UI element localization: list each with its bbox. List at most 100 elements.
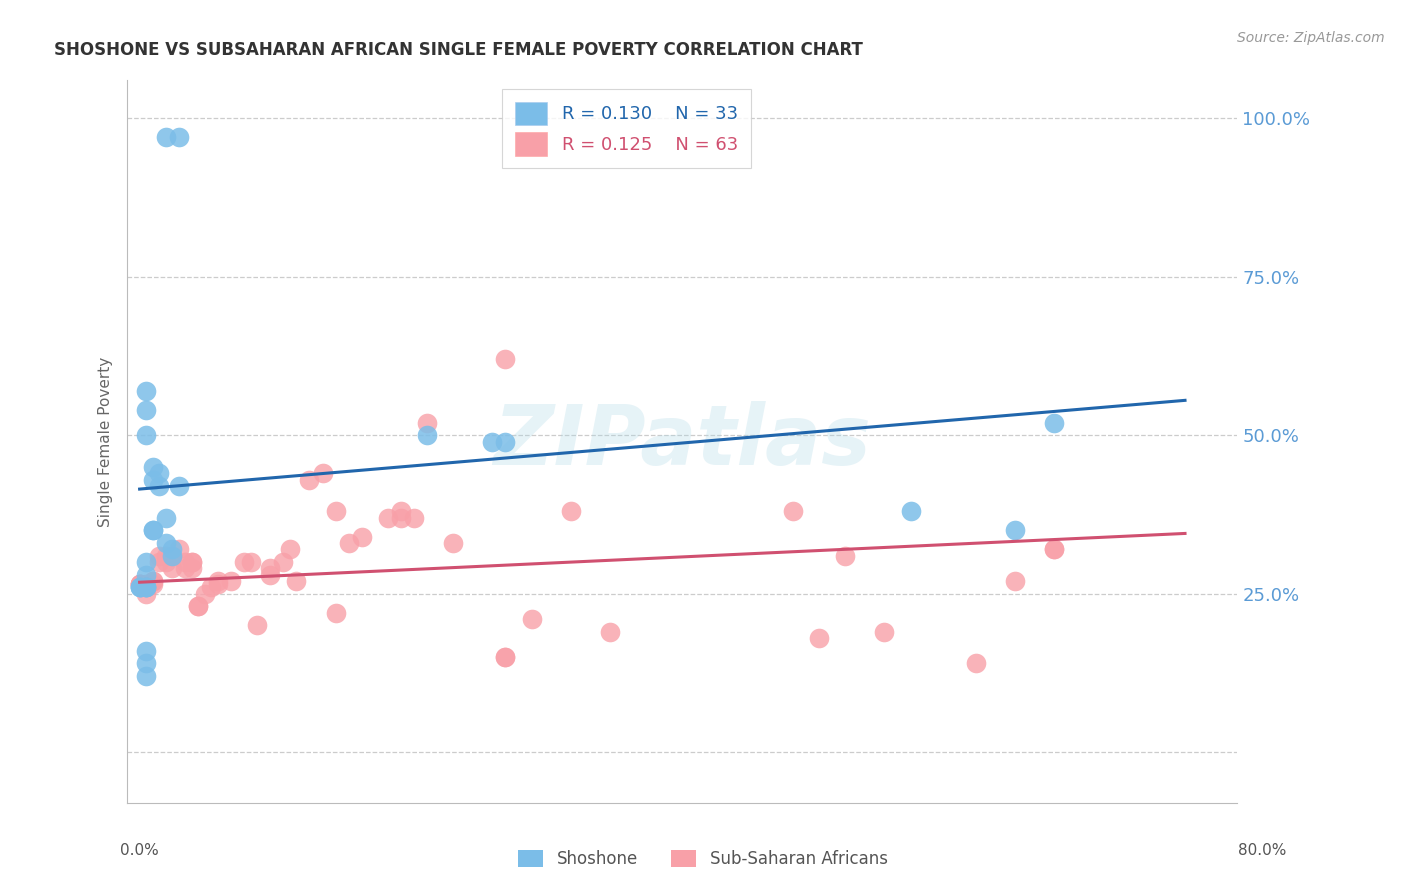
Point	[900, 504, 922, 518]
Point	[142, 523, 165, 537]
Point	[167, 479, 190, 493]
Point	[135, 555, 157, 569]
Point	[325, 504, 347, 518]
Point	[325, 606, 347, 620]
Point	[278, 542, 301, 557]
Point	[782, 504, 804, 518]
Point	[135, 567, 157, 582]
Point	[174, 555, 197, 569]
Point	[873, 624, 896, 639]
Point	[135, 643, 157, 657]
Point	[233, 555, 256, 569]
Point	[311, 467, 333, 481]
Point	[128, 577, 150, 591]
Point	[128, 580, 150, 594]
Point	[162, 561, 184, 575]
Text: ZIPatlas: ZIPatlas	[494, 401, 870, 482]
Point	[142, 523, 165, 537]
Point	[162, 549, 184, 563]
Point	[135, 580, 157, 594]
Point	[135, 428, 157, 442]
Text: 80.0%: 80.0%	[1239, 843, 1286, 858]
Point	[481, 434, 503, 449]
Point	[187, 599, 209, 614]
Point	[135, 657, 157, 671]
Point	[495, 434, 517, 449]
Point	[285, 574, 308, 588]
Point	[259, 567, 281, 582]
Point	[155, 510, 177, 524]
Point	[142, 574, 165, 588]
Point	[135, 580, 157, 594]
Point	[207, 577, 229, 591]
Point	[239, 555, 262, 569]
Point	[416, 416, 439, 430]
Legend: Shoshone, Sub-Saharan Africans: Shoshone, Sub-Saharan Africans	[512, 843, 894, 875]
Point	[337, 536, 360, 550]
Point	[162, 549, 184, 563]
Point	[219, 574, 242, 588]
Point	[128, 580, 150, 594]
Point	[298, 473, 321, 487]
Point	[377, 510, 399, 524]
Point	[1043, 542, 1066, 557]
Point	[167, 542, 190, 557]
Point	[135, 587, 157, 601]
Point	[259, 561, 281, 575]
Point	[155, 536, 177, 550]
Point	[135, 580, 157, 594]
Text: SHOSHONE VS SUBSAHARAN AFRICAN SINGLE FEMALE POVERTY CORRELATION CHART: SHOSHONE VS SUBSAHARAN AFRICAN SINGLE FE…	[55, 41, 863, 59]
Point	[142, 577, 165, 591]
Point	[599, 624, 621, 639]
Point	[1043, 416, 1066, 430]
Point	[246, 618, 269, 632]
Point	[350, 530, 373, 544]
Point	[200, 580, 222, 594]
Text: Source: ZipAtlas.com: Source: ZipAtlas.com	[1237, 31, 1385, 45]
Point	[148, 549, 170, 563]
Point	[135, 580, 157, 594]
Point	[194, 587, 217, 601]
Point	[495, 650, 517, 665]
Point	[834, 549, 856, 563]
Point	[495, 352, 517, 367]
Point	[560, 504, 582, 518]
Point	[155, 130, 177, 145]
Text: 0.0%: 0.0%	[120, 843, 159, 858]
Point	[142, 574, 165, 588]
Point	[135, 402, 157, 417]
Point	[135, 384, 157, 398]
Point	[808, 631, 831, 645]
Point	[520, 612, 543, 626]
Point	[416, 428, 439, 442]
Point	[389, 510, 412, 524]
Point	[148, 555, 170, 569]
Point	[128, 577, 150, 591]
Point	[128, 577, 150, 591]
Point	[128, 580, 150, 594]
Point	[273, 555, 295, 569]
Point	[148, 479, 170, 493]
Y-axis label: Single Female Poverty: Single Female Poverty	[98, 357, 114, 526]
Point	[187, 599, 209, 614]
Point	[495, 650, 517, 665]
Point	[135, 669, 157, 683]
Point	[965, 657, 987, 671]
Point	[148, 467, 170, 481]
Point	[389, 504, 412, 518]
Point	[162, 542, 184, 557]
Point	[180, 555, 202, 569]
Point	[207, 574, 229, 588]
Point	[174, 561, 197, 575]
Point	[1004, 523, 1026, 537]
Point	[142, 459, 165, 474]
Legend: R = 0.130    N = 33, R = 0.125    N = 63: R = 0.130 N = 33, R = 0.125 N = 63	[502, 89, 751, 169]
Point	[441, 536, 464, 550]
Point	[155, 549, 177, 563]
Point	[155, 555, 177, 569]
Point	[180, 555, 202, 569]
Point	[128, 577, 150, 591]
Point	[402, 510, 425, 524]
Point	[167, 130, 190, 145]
Point	[1043, 542, 1066, 557]
